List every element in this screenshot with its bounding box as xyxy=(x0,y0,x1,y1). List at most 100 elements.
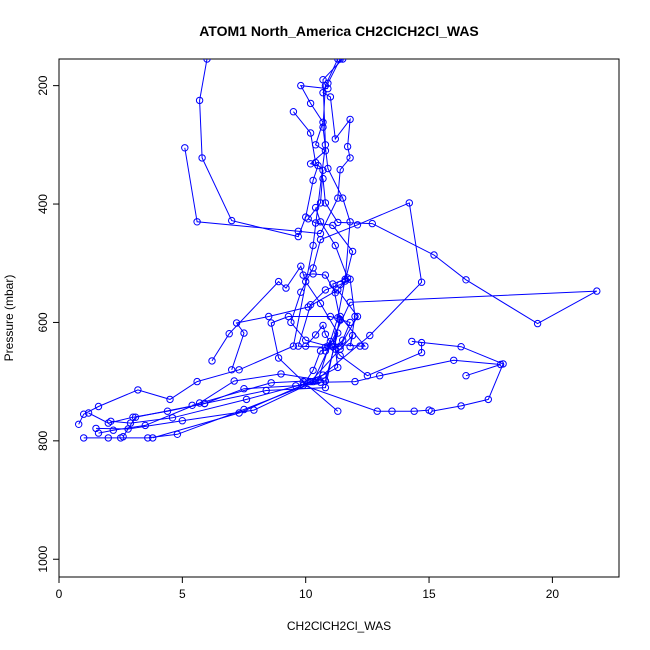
data-point xyxy=(457,343,465,351)
data-point xyxy=(348,331,357,340)
data-point xyxy=(309,366,317,375)
data-point xyxy=(321,343,330,351)
data-point xyxy=(346,154,354,162)
data-point xyxy=(228,216,236,225)
data-point xyxy=(593,287,601,295)
data-point xyxy=(321,383,330,392)
data-point xyxy=(181,144,189,152)
y-axis: 200 400 600 800 1000 xyxy=(36,75,59,573)
data-point xyxy=(311,203,320,212)
chart-title: ATOM1 North_America CH2ClCH2Cl_WAS xyxy=(199,23,479,39)
data-point xyxy=(499,360,507,368)
data-point xyxy=(230,377,238,385)
data-point xyxy=(306,99,315,108)
data-point xyxy=(195,399,204,407)
data-point xyxy=(277,370,285,378)
data-point xyxy=(306,129,315,137)
data-point xyxy=(80,434,88,442)
data-point xyxy=(144,434,152,442)
x-tick-label: 20 xyxy=(546,587,560,601)
data-point xyxy=(306,160,315,168)
data-point xyxy=(334,194,342,202)
x-tick-label: 5 xyxy=(179,587,186,601)
data-point xyxy=(297,288,305,296)
plot-frame xyxy=(58,58,620,578)
data-point xyxy=(329,221,337,230)
data-point xyxy=(346,275,354,283)
data-point xyxy=(203,59,211,63)
data-point xyxy=(297,81,305,90)
x-tick-label: 10 xyxy=(299,587,313,601)
data-point xyxy=(348,247,357,256)
data-point xyxy=(334,59,342,63)
data-point xyxy=(319,371,327,379)
x-tick-label: 15 xyxy=(422,587,436,601)
profile-line-8 xyxy=(152,278,356,439)
data-point xyxy=(319,321,327,330)
data-point xyxy=(316,378,325,386)
data-point xyxy=(80,410,88,418)
data-point xyxy=(346,218,354,226)
data-point xyxy=(346,115,354,124)
profile-line-11 xyxy=(199,59,328,238)
profile-line-6 xyxy=(110,178,598,424)
data-point xyxy=(302,342,310,350)
data-point xyxy=(316,218,325,226)
data-point xyxy=(141,421,150,430)
data-point xyxy=(324,79,332,88)
data-point xyxy=(324,164,332,173)
data-point xyxy=(84,409,93,417)
data-point xyxy=(351,377,359,386)
data-point xyxy=(346,343,354,351)
data-point xyxy=(104,434,113,442)
data-point xyxy=(427,407,436,415)
data-point xyxy=(462,276,470,284)
data-point xyxy=(225,330,233,338)
data-point xyxy=(284,312,293,321)
data-point xyxy=(232,319,241,327)
data-point xyxy=(336,342,344,350)
data-point xyxy=(299,381,307,389)
data-point xyxy=(319,118,327,127)
data-point xyxy=(329,343,337,351)
data-point xyxy=(274,277,283,286)
data-point xyxy=(149,434,157,442)
data-point xyxy=(316,347,325,355)
profile-line-7 xyxy=(122,207,366,437)
data-point xyxy=(334,363,342,372)
data-point xyxy=(302,277,310,286)
data-point xyxy=(321,147,330,155)
data-point xyxy=(107,417,115,425)
data-point xyxy=(319,166,327,175)
data-point xyxy=(484,395,492,404)
data-point xyxy=(343,142,352,151)
data-point xyxy=(321,330,330,338)
data-point xyxy=(417,338,426,347)
data-point xyxy=(274,354,283,362)
data-point xyxy=(341,277,349,285)
data-point xyxy=(309,270,317,278)
data-point xyxy=(242,395,251,404)
y-tick-label: 200 xyxy=(36,75,50,95)
data-point xyxy=(267,379,275,387)
data-point xyxy=(417,348,426,357)
data-point xyxy=(376,372,384,380)
data-point xyxy=(131,413,140,421)
profile-line-4 xyxy=(95,202,423,430)
data-point xyxy=(235,366,243,374)
data-point xyxy=(366,331,374,340)
data-point xyxy=(208,357,216,365)
data-point xyxy=(240,329,248,337)
data-point xyxy=(294,232,302,241)
data-point xyxy=(134,386,142,394)
x-axis: 0 5 10 15 20 xyxy=(56,577,560,601)
data-point xyxy=(326,93,335,101)
data-point xyxy=(373,407,381,415)
data-point xyxy=(195,96,204,105)
profile-line-10 xyxy=(231,289,430,412)
data-point xyxy=(289,342,298,350)
data-point xyxy=(94,402,103,411)
data-point xyxy=(188,401,196,409)
data-point xyxy=(240,385,248,393)
